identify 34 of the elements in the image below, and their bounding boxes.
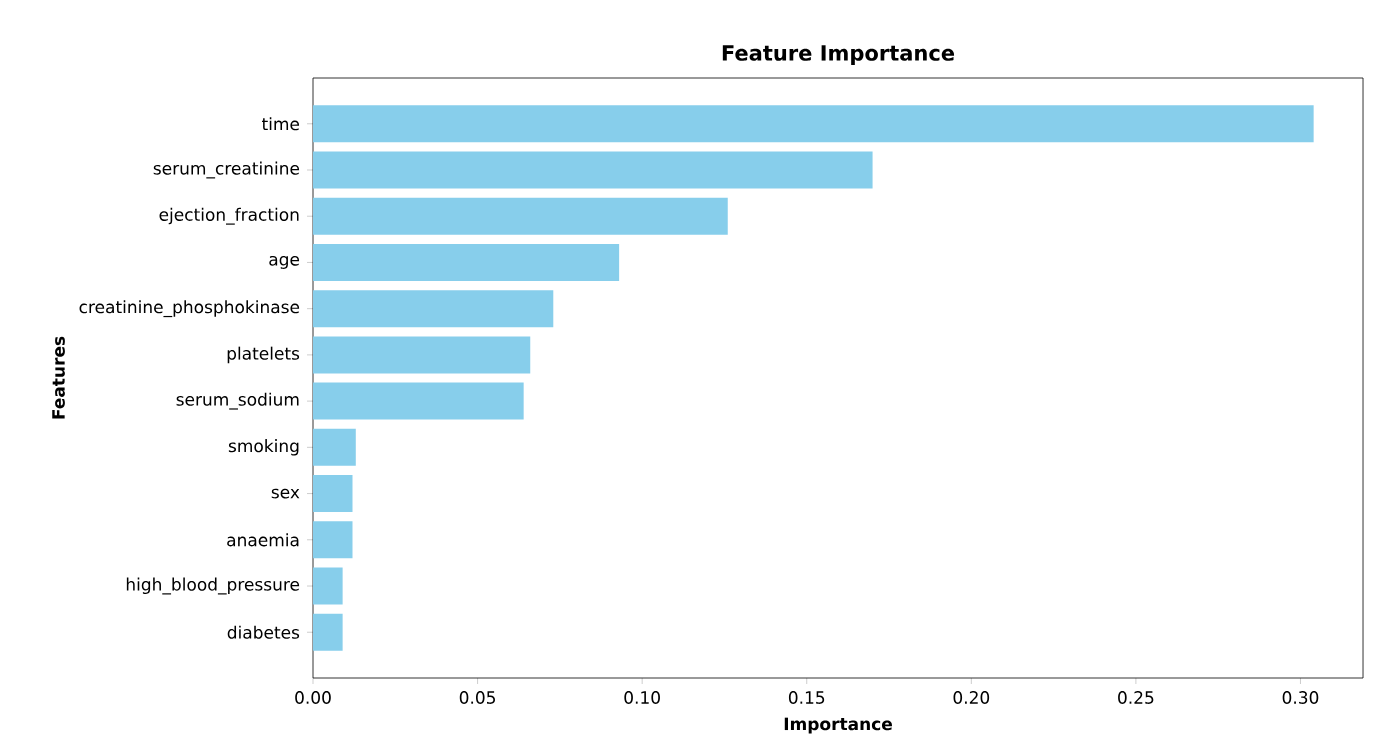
x-tick-label: 0.20 [953,691,990,704]
y-tick-label: serum_creatinine [153,161,300,179]
bar [313,105,1314,143]
y-tick-label: time [262,117,300,131]
chart-title: Feature Importance [722,45,955,65]
x-tick-label: 0.00 [295,691,331,704]
x-tick-label: 0.30 [1282,691,1319,704]
y-tick-label: serum_sodium [176,392,299,410]
y-tick-label: ejection_fraction [159,207,299,225]
y-tick-label: platelets [227,346,300,364]
bar [313,521,353,559]
y-tick-label: age [269,255,300,269]
bar [313,567,343,605]
y-tick-label: creatinine_phosphokinase [79,300,300,318]
bar [313,428,356,466]
bar [313,613,343,651]
y-tick-label: high_blood_pressure [126,577,300,595]
bar [313,336,531,374]
y-tick-label: anaemia [227,533,299,547]
bar [313,243,620,281]
bar [313,475,353,513]
x-tick-label: 0.05 [459,691,495,704]
bar [313,151,873,189]
bar [313,290,554,328]
x-axis-title: Importance [784,717,892,734]
y-tick-label: diabetes [227,625,300,639]
bar [313,382,524,420]
x-tick-label: 0.10 [624,691,660,704]
x-tick-label: 0.25 [1118,691,1154,704]
y-axis-title: Features [52,336,65,419]
y-tick-label: sex [271,488,300,499]
bar [313,197,728,235]
x-tick-label: 0.15 [788,691,825,704]
y-tick-label: smoking [228,439,299,456]
